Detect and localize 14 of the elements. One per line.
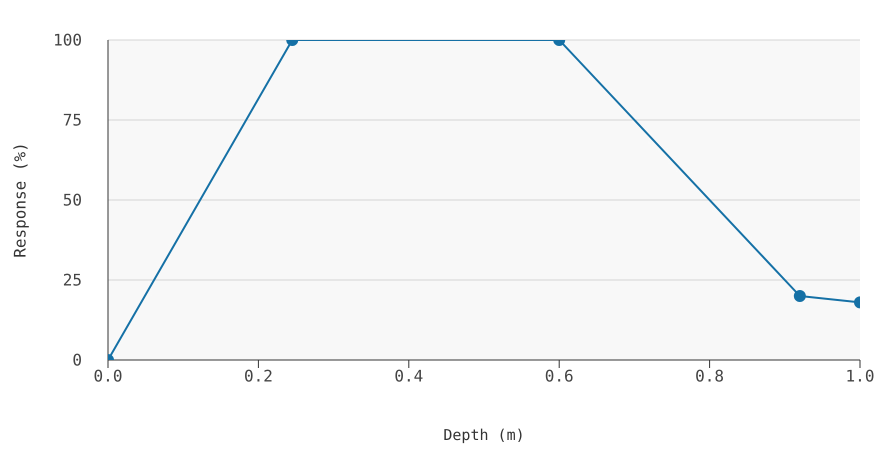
- x-tick-label: 0.6: [544, 366, 574, 386]
- x-tick-label: 0.4: [394, 366, 424, 386]
- y-axis-title: Response (%): [10, 142, 30, 258]
- y-tick-label: 0: [72, 350, 82, 370]
- y-tick-label: 100: [53, 30, 82, 50]
- y-tick-label: 25: [62, 270, 82, 290]
- x-tick-label: 0.8: [695, 366, 724, 386]
- x-tick-label: 0.0: [94, 366, 122, 386]
- y-tick-label: 50: [62, 190, 82, 210]
- x-tick-label: 1.0: [846, 366, 874, 386]
- x-axis-title: Depth (m): [443, 426, 525, 444]
- x-tick-label: 0.2: [244, 366, 273, 386]
- point: [794, 290, 806, 302]
- y-tick-label: 75: [62, 110, 82, 130]
